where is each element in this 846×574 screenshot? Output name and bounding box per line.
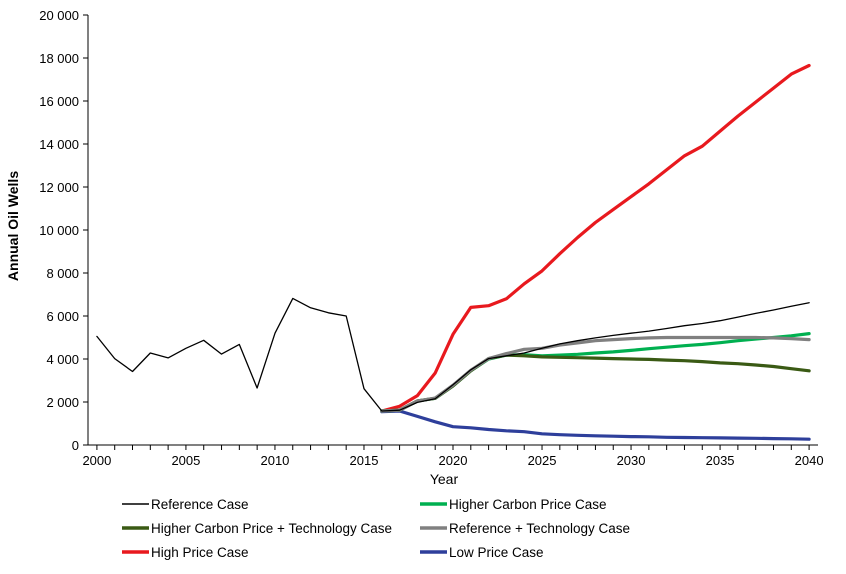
series-line-high-price-case	[380, 63, 811, 413]
legend-label: Higher Carbon Price + Technology Case	[151, 521, 392, 536]
y-tick-label: 6 000	[46, 309, 79, 324]
x-tick-label: 2015	[350, 453, 379, 468]
y-axis-label: Annual Oil Wells	[5, 171, 21, 281]
x-tick-label: 2035	[706, 453, 735, 468]
legend-item-reference-case: Reference Case	[122, 497, 249, 512]
legend-item-higher-carbon-price-case: Higher Carbon Price Case	[420, 497, 607, 512]
series-line-low-price-case	[380, 409, 811, 441]
legend-item-higher-carbon-price-technology-case: Higher Carbon Price + Technology Case	[122, 521, 392, 536]
y-tick-label: 12 000	[39, 180, 79, 195]
y-tick-label: 10 000	[39, 223, 79, 238]
legend-item-reference-technology-case: Reference + Technology Case	[420, 521, 630, 536]
y-tick-label: 2 000	[46, 395, 79, 410]
y-tick-label: 20 000	[39, 8, 79, 23]
legend-item-low-price-case: Low Price Case	[420, 545, 544, 560]
y-tick-label: 18 000	[39, 51, 79, 66]
x-tick-label: 2030	[617, 453, 646, 468]
y-tick-label: 4 000	[46, 352, 79, 367]
legend-label: Reference Case	[151, 497, 249, 512]
x-axis-ticks: 2000 2005 2010 2015 2020 2025 2030 2035 2040	[82, 445, 824, 468]
x-tick-label: 2040	[795, 453, 824, 468]
series-line-higher-carbon-price-technology-case	[380, 353, 811, 413]
legend-label: Reference + Technology Case	[449, 521, 630, 536]
x-tick-label: 2010	[260, 453, 289, 468]
legend-item-high-price-case: High Price Case	[122, 545, 249, 560]
series-line-reference-case	[96, 297, 810, 412]
legend: Reference Case Higher Carbon Price Case Hi…	[122, 497, 630, 560]
y-axis-ticks: 0 2 000 4 000 6 000 8 000 10 000 12 000 14 000 1…	[39, 8, 88, 453]
x-tick-label: 2020	[439, 453, 468, 468]
y-tick-label: 0	[72, 438, 79, 453]
x-axis-label: Year	[430, 471, 459, 487]
legend-label: Low Price Case	[449, 545, 544, 560]
legend-label: Higher Carbon Price Case	[449, 497, 607, 512]
series-line-higher-carbon-price-case	[380, 332, 811, 413]
legend-label: High Price Case	[151, 545, 249, 560]
x-tick-label: 2000	[82, 453, 111, 468]
y-tick-label: 14 000	[39, 137, 79, 152]
x-tick-label: 2005	[171, 453, 200, 468]
plot-lines	[96, 63, 811, 441]
y-tick-label: 16 000	[39, 94, 79, 109]
x-tick-label: 2025	[528, 453, 557, 468]
y-tick-label: 8 000	[46, 266, 79, 281]
